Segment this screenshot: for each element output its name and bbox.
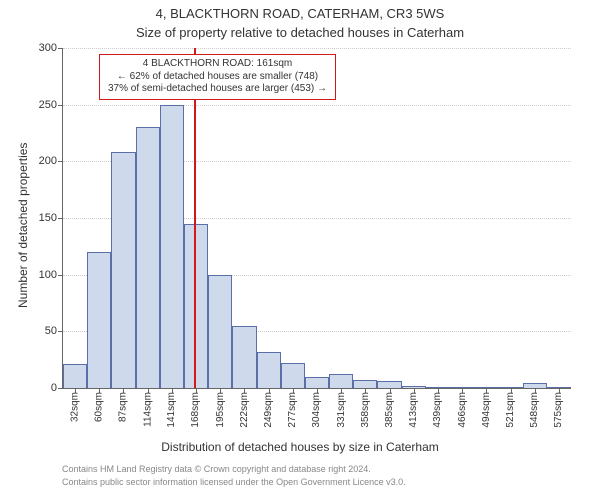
- annotation-box: 4 BLACKTHORN ROAD: 161sqm ← 62% of detac…: [99, 54, 336, 100]
- x-tick-label: 548sqm: [529, 388, 540, 428]
- histogram-bar: [329, 374, 353, 388]
- x-tick-label: 466sqm: [457, 388, 468, 428]
- x-tick-label: 249sqm: [263, 388, 274, 428]
- x-tick-label: 141sqm: [166, 388, 177, 428]
- histogram-bar: [111, 152, 135, 388]
- x-tick-label: 87sqm: [118, 388, 129, 422]
- chart-plot-area: 05010015020025030032sqm60sqm87sqm114sqm1…: [62, 48, 571, 389]
- grid-line: [63, 48, 571, 49]
- histogram-bar: [305, 377, 329, 388]
- y-tick-label: 250: [39, 99, 63, 111]
- y-tick-label: 100: [39, 269, 63, 281]
- chart-container: { "title_line1": "4, BLACKTHORN ROAD, CA…: [0, 0, 600, 500]
- y-tick-label: 200: [39, 155, 63, 167]
- x-tick-label: 60sqm: [94, 388, 105, 422]
- histogram-bar: [377, 381, 401, 388]
- x-tick-label: 32sqm: [70, 388, 81, 422]
- histogram-bar: [257, 352, 281, 388]
- histogram-bar: [136, 127, 160, 388]
- x-tick-label: 304sqm: [312, 388, 323, 428]
- x-tick-label: 331sqm: [336, 388, 347, 428]
- y-tick-label: 300: [39, 42, 63, 54]
- annotation-line3: 37% of semi-detached houses are larger (…: [108, 83, 327, 96]
- chart-title-subtitle: Size of property relative to detached ho…: [0, 25, 600, 40]
- histogram-bar: [353, 380, 377, 388]
- x-tick-label: 575sqm: [553, 388, 564, 428]
- y-tick-label: 150: [39, 212, 63, 224]
- x-axis-label: Distribution of detached houses by size …: [0, 440, 600, 454]
- histogram-bar: [184, 224, 208, 388]
- x-tick-label: 168sqm: [191, 388, 202, 428]
- x-tick-label: 358sqm: [360, 388, 371, 428]
- histogram-bar: [63, 364, 87, 388]
- x-tick-label: 439sqm: [432, 388, 443, 428]
- x-tick-label: 413sqm: [408, 388, 419, 428]
- x-tick-label: 222sqm: [239, 388, 250, 428]
- y-tick-label: 50: [45, 325, 63, 337]
- histogram-bar: [281, 363, 305, 388]
- x-tick-label: 521sqm: [505, 388, 516, 428]
- annotation-line1: 4 BLACKTHORN ROAD: 161sqm: [108, 58, 327, 71]
- histogram-bar: [160, 105, 184, 388]
- chart-title-address: 4, BLACKTHORN ROAD, CATERHAM, CR3 5WS: [0, 6, 600, 21]
- histogram-bar: [232, 326, 256, 388]
- x-tick-label: 385sqm: [384, 388, 395, 428]
- footer-line1: Contains HM Land Registry data © Crown c…: [62, 464, 371, 474]
- x-tick-label: 277sqm: [287, 388, 298, 428]
- x-tick-label: 494sqm: [481, 388, 492, 428]
- annotation-line2: ← 62% of detached houses are smaller (74…: [108, 71, 327, 84]
- y-axis-label: Number of detached properties: [16, 143, 30, 308]
- x-tick-label: 114sqm: [142, 388, 153, 427]
- x-tick-label: 195sqm: [215, 388, 226, 428]
- grid-line: [63, 105, 571, 106]
- histogram-bar: [87, 252, 111, 388]
- histogram-bar: [208, 275, 232, 388]
- y-tick-label: 0: [51, 382, 63, 394]
- footer-line2: Contains public sector information licen…: [62, 477, 406, 487]
